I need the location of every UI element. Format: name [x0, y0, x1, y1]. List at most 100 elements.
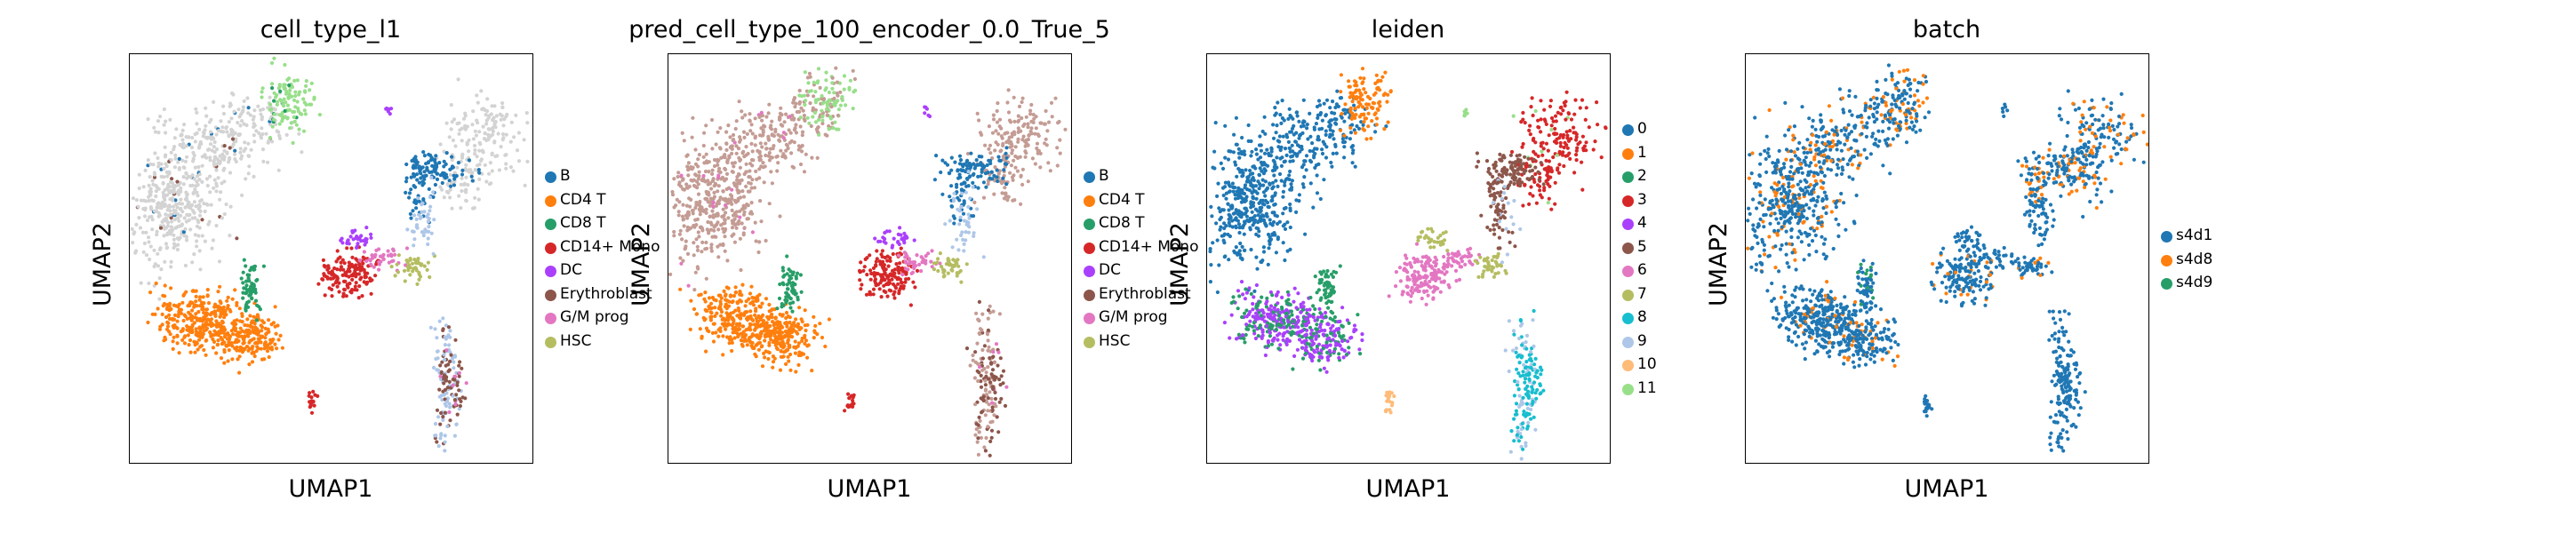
data-point [434, 434, 438, 438]
data-point [195, 304, 199, 308]
data-point [278, 98, 283, 102]
data-point [244, 306, 248, 311]
data-point [454, 422, 459, 426]
data-point [499, 117, 503, 122]
data-point [709, 306, 714, 310]
data-point [227, 340, 231, 345]
legend-label: Erythroblast [1099, 284, 1191, 303]
data-point [234, 322, 238, 326]
data-point [1289, 182, 1293, 187]
data-point [1383, 70, 1388, 75]
data-point [216, 342, 220, 346]
data-point [851, 398, 855, 402]
data-point [1270, 195, 1275, 199]
data-point [1296, 291, 1300, 296]
data-point [1334, 122, 1339, 126]
data-point [157, 297, 162, 301]
data-point [977, 118, 981, 123]
x-axis-label: UMAP1 [288, 475, 373, 503]
data-point [1281, 211, 1285, 216]
data-point [715, 311, 719, 315]
data-point [1244, 195, 1249, 199]
scatter-plot [130, 56, 530, 453]
data-point [458, 397, 462, 402]
data-point [171, 196, 175, 201]
data-point [247, 362, 252, 367]
data-point [990, 405, 995, 410]
data-point [949, 155, 954, 160]
data-point [1268, 290, 1273, 295]
data-point [343, 279, 348, 283]
data-point [758, 334, 763, 338]
data-point [724, 292, 728, 297]
data-point [221, 325, 226, 330]
data-point [753, 328, 757, 332]
data-point [981, 180, 986, 185]
data-point [739, 291, 743, 296]
data-point [986, 328, 990, 332]
data-point [1016, 137, 1020, 141]
data-point [1265, 186, 1269, 190]
data-point [194, 184, 198, 188]
data-point [162, 195, 166, 199]
data-point [369, 235, 373, 240]
data-point [712, 190, 716, 195]
data-point [246, 171, 251, 176]
data-point [345, 246, 349, 251]
data-point [950, 245, 955, 250]
data-point [804, 338, 809, 343]
data-point [194, 204, 198, 209]
data-point [758, 331, 763, 336]
data-point [848, 78, 852, 83]
data-point [832, 91, 836, 95]
data-point [130, 227, 134, 231]
data-point [425, 168, 429, 172]
data-point [442, 195, 446, 200]
data-point [1273, 213, 1277, 218]
data-point [765, 334, 770, 338]
legend-label: DC [560, 261, 582, 279]
data-point [369, 232, 373, 236]
data-point [184, 290, 188, 294]
data-point [407, 195, 412, 200]
data-point [198, 267, 203, 272]
data-point [180, 128, 185, 132]
data-point [280, 346, 284, 350]
data-point [1257, 229, 1261, 234]
data-point [477, 130, 482, 134]
data-point [994, 129, 998, 133]
data-point [225, 337, 229, 341]
data-point [437, 161, 442, 165]
data-point [940, 192, 945, 196]
data-point [1242, 232, 1246, 236]
data-point [1237, 226, 1242, 230]
data-point [408, 211, 412, 216]
data-point [834, 66, 838, 70]
data-point [152, 172, 157, 177]
data-point [260, 147, 266, 152]
data-point [1373, 130, 1378, 134]
data-point [1294, 131, 1299, 135]
data-point [978, 418, 982, 423]
data-point [452, 378, 457, 382]
data-point [766, 356, 771, 362]
data-point [421, 150, 426, 155]
data-point [356, 242, 360, 246]
data-point [504, 115, 508, 119]
data-point [448, 329, 452, 333]
data-point [1239, 152, 1244, 156]
data-point [825, 113, 829, 117]
data-point [762, 351, 766, 355]
data-point [997, 312, 1002, 316]
data-point [716, 199, 721, 204]
data-point [471, 137, 476, 141]
chart-title: cell_type_l1 [260, 16, 402, 44]
data-point [724, 311, 729, 315]
data-point [778, 282, 782, 287]
data-point [435, 336, 439, 340]
data-point [1010, 151, 1014, 155]
data-point [181, 318, 186, 323]
data-point [176, 188, 180, 193]
data-point [1010, 148, 1015, 153]
data-point [444, 348, 449, 353]
